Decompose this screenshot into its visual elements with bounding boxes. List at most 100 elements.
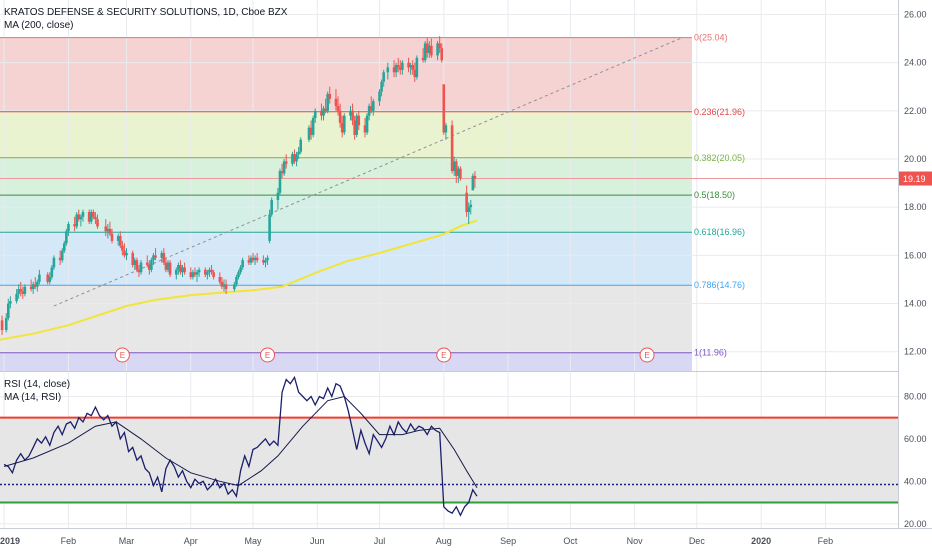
candle [338, 103, 342, 128]
candle [386, 62, 390, 80]
candle [21, 286, 25, 299]
candle-body [206, 272, 209, 275]
fib-zone [0, 157, 692, 196]
candle-body [338, 110, 342, 123]
candle [411, 60, 415, 75]
candle-body [398, 67, 402, 70]
candle [253, 255, 257, 265]
earnings-label: E [644, 351, 649, 360]
chart-title[interactable]: KRATOS DEFENSE & SECURITY SOLUTIONS, 1D,… [4, 7, 288, 18]
candle [353, 115, 356, 140]
candle-body [135, 260, 139, 270]
candle [135, 257, 139, 273]
candle-body [247, 260, 251, 263]
candle-body [116, 236, 120, 241]
candle [380, 79, 383, 97]
candle-body [237, 272, 240, 278]
time-tick-label: 2020 [751, 536, 771, 546]
rsi-ma-line [3, 395, 478, 488]
ma200-legend[interactable]: MA (200, close) [4, 20, 74, 31]
candle-body [52, 257, 56, 268]
candle [197, 267, 201, 278]
rsi-title[interactable]: RSI (14, close) [4, 379, 71, 390]
candle-body [251, 257, 255, 261]
earnings-marker: E [436, 347, 452, 363]
candle [398, 60, 402, 75]
candle-body [94, 216, 97, 220]
candle-body [394, 65, 398, 73]
candle [440, 43, 444, 63]
candle-body [365, 115, 369, 133]
candle-body [386, 67, 390, 73]
candle [118, 231, 122, 249]
fib-zone [0, 111, 692, 158]
candle [457, 166, 460, 184]
candle [311, 115, 315, 138]
candle [276, 187, 280, 210]
candle-body [280, 171, 284, 174]
candle-body [133, 260, 137, 265]
candle-body [239, 267, 242, 273]
candle [442, 84, 446, 135]
candle-body [452, 161, 456, 172]
candle [363, 118, 367, 138]
candle [372, 98, 375, 116]
candle-body [293, 154, 296, 162]
candle [79, 214, 83, 227]
last-price-label: 19.19 [903, 174, 926, 184]
candle [237, 269, 240, 280]
candle-body [313, 110, 317, 119]
candle [425, 37, 429, 58]
candle [270, 197, 273, 217]
candle-body [467, 207, 471, 212]
candle-body [459, 168, 462, 179]
candle-body [191, 272, 195, 278]
candle [336, 96, 340, 116]
candle [413, 62, 417, 82]
candle-body [177, 265, 180, 270]
candle [4, 313, 8, 333]
candle [177, 262, 180, 275]
candle [164, 257, 168, 273]
candle-body [96, 219, 99, 227]
candle-body [444, 125, 448, 133]
candle-body [168, 262, 172, 275]
candle-body [363, 125, 367, 133]
price-tick-label: 22.00 [904, 106, 927, 116]
candle-body [392, 67, 396, 73]
candle-body [413, 69, 417, 78]
fib-zone [0, 37, 692, 112]
candle [212, 269, 215, 280]
earnings-marker: E [114, 347, 130, 363]
candle-body [266, 257, 269, 261]
rsi-tick-label: 60.00 [904, 434, 927, 444]
candle-body [73, 224, 76, 227]
candle-body [222, 284, 226, 287]
candle [392, 60, 396, 78]
fib-label: 0.786(14.76) [694, 280, 745, 290]
candle-body [284, 161, 288, 164]
candles [0, 36, 477, 335]
candle [133, 257, 137, 270]
time-tick-label: Dec [689, 536, 706, 546]
candle [220, 277, 224, 290]
rsi-ma-title[interactable]: MA (14, RSI) [4, 392, 62, 403]
candle [29, 279, 33, 292]
candle [15, 289, 18, 304]
candle-body [411, 65, 415, 70]
candle [154, 248, 157, 261]
candle-body [450, 125, 454, 172]
candle-body [320, 110, 323, 116]
candle [181, 265, 184, 278]
candle [251, 252, 255, 263]
candle-body [104, 226, 108, 232]
candle [62, 240, 66, 253]
candle-body [4, 318, 8, 331]
rsi-panel [0, 371, 898, 517]
candle [150, 257, 153, 273]
candle [189, 267, 193, 280]
candle-body [110, 233, 114, 241]
candle [75, 212, 79, 229]
